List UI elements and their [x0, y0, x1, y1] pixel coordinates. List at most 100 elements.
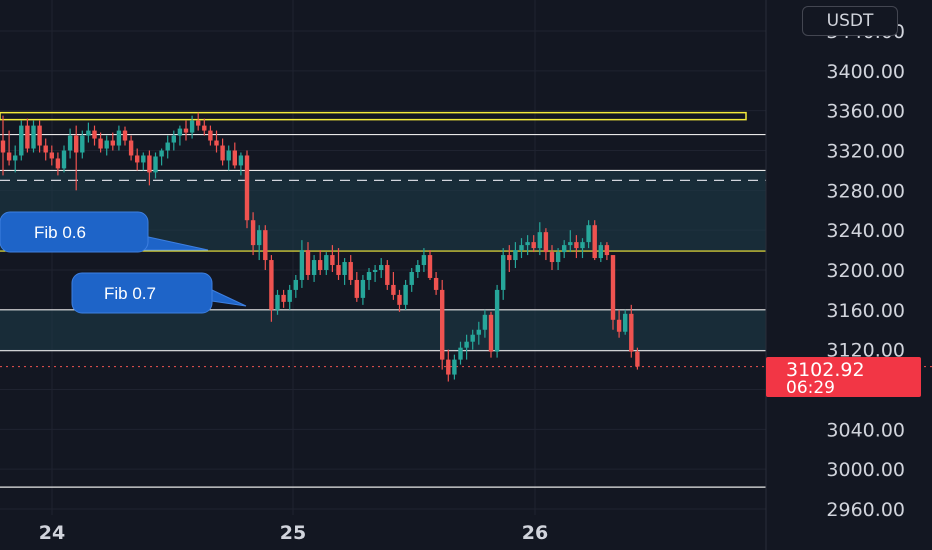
candle-body: [433, 277, 439, 290]
candle-body: [488, 314, 494, 352]
candle-body: [629, 313, 634, 352]
candle-body: [543, 232, 549, 253]
price-tick-label: 3000.00: [826, 459, 905, 481]
candle-body: [324, 255, 329, 270]
candle-body: [391, 284, 396, 295]
candle-body: [208, 130, 213, 141]
candle-body: [440, 289, 445, 360]
candle-body: [421, 255, 427, 266]
currency-label[interactable]: USDT: [802, 6, 898, 36]
candle-body: [446, 359, 451, 375]
price-tick-label: 3320.00: [826, 141, 905, 163]
candle-body: [128, 140, 134, 156]
candle-body: [610, 255, 616, 320]
fib-0.7-callout-label: Fib 0.7: [104, 284, 156, 303]
candle-body: [568, 242, 573, 246]
resistance-box[interactable]: [0, 111, 747, 121]
zones: [0, 170, 766, 351]
candle-body: [409, 271, 414, 285]
candle-body: [104, 140, 109, 149]
fib-zone: [0, 309, 766, 351]
price-tick-label: 3040.00: [826, 419, 905, 441]
currency-text: USDT: [826, 11, 874, 31]
candle-body: [336, 265, 341, 275]
candle-body: [0, 140, 6, 153]
candle-body: [232, 150, 237, 166]
candle-body: [635, 351, 640, 367]
candle-body: [354, 279, 359, 298]
candle-body: [147, 155, 152, 173]
candle-body: [482, 314, 488, 330]
candle-body: [366, 271, 372, 280]
time-axis[interactable]: 24 25 26: [39, 522, 548, 544]
candle-body: [598, 245, 603, 259]
candle-body: [330, 255, 335, 266]
candle-body: [549, 252, 555, 263]
candle-body: [67, 135, 73, 151]
candle-body: [13, 155, 18, 161]
candle-countdown: 06:29: [786, 378, 835, 398]
price-tick-label: 2960.00: [826, 499, 905, 521]
last-price-tag: 3102.92 06:29: [766, 357, 921, 398]
candle-body: [86, 130, 91, 136]
candle-body: [348, 262, 353, 280]
candle-body: [37, 125, 42, 146]
fib-0.6-callout-label: Fib 0.6: [34, 223, 86, 242]
candle-body: [537, 232, 542, 249]
time-tick-label: 25: [280, 522, 306, 544]
price-axis[interactable]: 2960.00 3000.00 3040.00 3120.00 3160.00 3200.…: [826, 21, 905, 521]
callout-box[interactable]: [71, 272, 213, 314]
candle-body: [257, 230, 262, 246]
candle-body: [476, 329, 481, 335]
candle-body: [379, 265, 384, 270]
candle-body: [281, 294, 286, 302]
price-tick-label: 3360.00: [826, 101, 905, 123]
price-tick-label: 3280.00: [826, 180, 905, 202]
candle-body: [470, 334, 475, 342]
candle-body: [263, 230, 268, 261]
candle-body: [574, 242, 579, 249]
fib-callouts[interactable]: Fib 0.6 Fib 0.7: [0, 211, 247, 314]
price-tick-label: 3120.00: [826, 340, 905, 362]
candle-body: [616, 319, 622, 332]
candle-body: [61, 150, 67, 169]
candle-body: [275, 294, 280, 310]
candle-body: [360, 279, 366, 298]
candle-body: [49, 152, 54, 159]
candle-body: [519, 245, 524, 251]
candle-body: [244, 155, 250, 221]
candle-body: [116, 130, 122, 146]
candle-body: [141, 155, 146, 163]
candle-body: [110, 140, 115, 146]
candle-body: [562, 245, 567, 253]
candle-body: [311, 260, 317, 275]
candle-body: [189, 120, 195, 133]
candle-body: [80, 135, 85, 153]
price-tick-label: 3200.00: [826, 260, 905, 282]
candle-body: [580, 242, 585, 249]
candle-body: [269, 260, 274, 310]
candle-body: [214, 140, 219, 146]
candle-body: [226, 150, 231, 161]
candle-body: [183, 128, 189, 133]
candle-body: [31, 125, 36, 149]
candle-body: [55, 158, 61, 169]
candle-body: [153, 156, 158, 173]
candle-body: [92, 130, 97, 139]
candle-body: [452, 359, 457, 375]
candle-body: [342, 262, 347, 275]
candle-body: [531, 242, 536, 249]
last-price-value: 3102.92: [786, 359, 865, 381]
candle-body: [299, 250, 305, 280]
candle-body: [372, 270, 378, 272]
price-tick-label: 3240.00: [826, 220, 905, 242]
candle-body: [458, 347, 463, 360]
candle-body: [238, 155, 244, 166]
candle-body: [19, 125, 24, 156]
candle-body: [98, 138, 103, 149]
candle-body: [293, 279, 298, 290]
time-tick-label: 24: [39, 522, 65, 544]
candle-body: [159, 150, 164, 157]
callout-box[interactable]: [0, 211, 149, 253]
